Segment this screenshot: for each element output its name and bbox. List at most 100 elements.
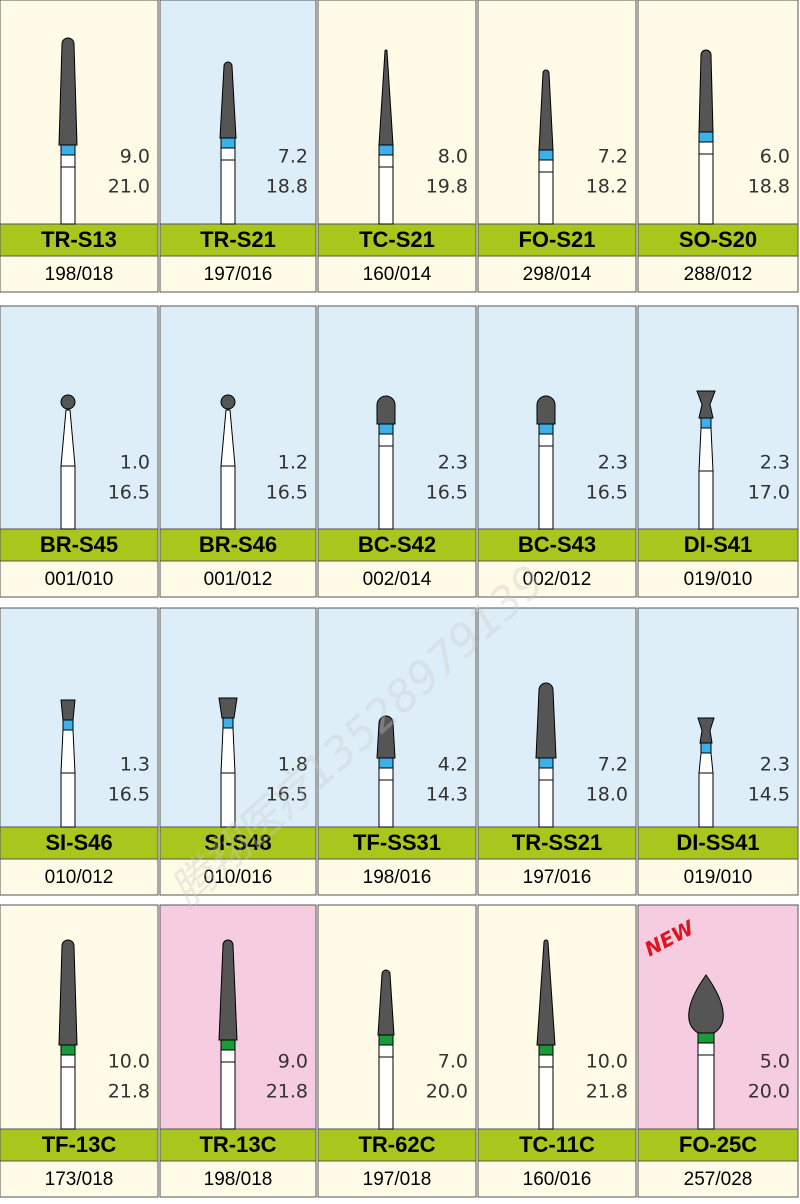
code-band [477, 560, 637, 598]
name-band [637, 528, 799, 562]
total-length: 21.8 [266, 1081, 308, 1103]
bur-shank [698, 470, 714, 530]
bur-head [378, 49, 394, 146]
cell-background [159, 607, 317, 828]
product-code: 197/018 [363, 1169, 432, 1190]
code-band [159, 858, 317, 896]
bur-band [538, 149, 554, 161]
bur-head [697, 717, 715, 744]
product-name: DI-S41 [684, 532, 752, 557]
bur-shank [378, 154, 394, 225]
name-band [0, 1128, 159, 1162]
total-length: 16.5 [266, 482, 308, 504]
head-length: 5.0 [760, 1051, 790, 1073]
product-cell: SO-S20 288/012 6.0 18.8 [637, 0, 799, 293]
bur-head [58, 939, 78, 1046]
product-name: DI-SS41 [676, 830, 759, 855]
product-name: FO-25C [679, 1132, 757, 1157]
bur-shank [538, 1054, 554, 1130]
bur-shank [698, 141, 714, 225]
bur-head [538, 69, 554, 151]
bur-band [378, 144, 394, 156]
bur-head [536, 939, 556, 1046]
name-band [159, 223, 317, 257]
total-length: 18.0 [586, 784, 628, 806]
product-name: BC-S42 [358, 532, 436, 557]
name-band [159, 826, 317, 860]
bur-shank [220, 772, 236, 828]
product-code: 001/012 [204, 569, 273, 590]
code-band [0, 1160, 159, 1198]
cell-background [317, 607, 477, 828]
name-band [0, 223, 159, 257]
code-band [477, 1160, 637, 1198]
product-name: BC-S43 [518, 532, 596, 557]
total-length: 14.3 [426, 784, 468, 806]
product-cell: SI-S46 010/012 1.3 16.5 [0, 607, 159, 896]
product-cell: BC-S42 002/014 2.3 16.5 [317, 305, 477, 598]
code-band [637, 1160, 799, 1198]
bur-shank [220, 147, 236, 225]
product-name: TF-13C [42, 1132, 117, 1157]
head-length: 9.0 [120, 146, 150, 168]
total-length: 20.0 [426, 1081, 468, 1103]
head-length: 7.2 [598, 146, 628, 168]
cell-background [159, 904, 317, 1130]
bur-shank [697, 1042, 715, 1130]
bur-band [62, 719, 74, 731]
product-code: 160/014 [363, 264, 432, 285]
total-length: 16.5 [426, 482, 468, 504]
product-code: 019/010 [684, 569, 753, 590]
code-band [159, 1160, 317, 1198]
head-length: 2.3 [438, 452, 468, 474]
product-code: 010/016 [204, 867, 273, 888]
bur-head [60, 394, 76, 410]
name-band [159, 528, 317, 562]
product-cell: SI-S48 010/016 1.8 16.5 [159, 607, 317, 896]
product-name: TR-SS21 [512, 830, 602, 855]
cell-background [0, 607, 159, 828]
head-length: 1.8 [278, 754, 308, 776]
code-band [317, 1160, 477, 1198]
head-length: 6.0 [760, 146, 790, 168]
name-band [637, 223, 799, 257]
product-cell: TR-S13 198/018 9.0 21.0 [0, 0, 159, 293]
head-length: 1.2 [278, 452, 308, 474]
code-band [159, 560, 317, 598]
product-code: 197/016 [204, 264, 273, 285]
total-length: 16.5 [266, 784, 308, 806]
name-band [317, 1128, 477, 1162]
cell-background [637, 0, 799, 225]
cell-background [159, 305, 317, 530]
bur-shank [220, 465, 236, 530]
total-length: 21.0 [108, 176, 150, 198]
cell-background [0, 904, 159, 1130]
bur-head [218, 697, 238, 719]
cell-background [159, 0, 317, 225]
product-cell: BR-S46 001/012 1.2 16.5 [159, 305, 317, 598]
code-band [159, 255, 317, 293]
cell-background [317, 904, 477, 1130]
code-band [637, 255, 799, 293]
product-code: 198/016 [363, 867, 432, 888]
bur-shank [538, 433, 554, 530]
bur-band [222, 717, 234, 729]
product-code: 002/014 [363, 569, 432, 590]
cell-background [477, 904, 637, 1130]
head-length: 1.3 [120, 754, 150, 776]
product-code: 257/028 [684, 1169, 753, 1190]
product-code: 298/014 [523, 264, 592, 285]
bur-band [378, 757, 394, 769]
name-band [159, 1128, 317, 1162]
product-name: SI-S46 [45, 830, 112, 855]
product-code: 288/012 [684, 264, 753, 285]
product-name: TC-11C [519, 1132, 595, 1157]
bur-head [377, 969, 395, 1036]
product-name: SI-S48 [204, 830, 271, 855]
total-length: 16.5 [108, 482, 150, 504]
product-cell: TR-S21 197/016 7.2 18.8 [159, 0, 317, 293]
bur-neck [220, 727, 236, 774]
product-code: 001/010 [45, 569, 114, 590]
name-band [477, 1128, 637, 1162]
